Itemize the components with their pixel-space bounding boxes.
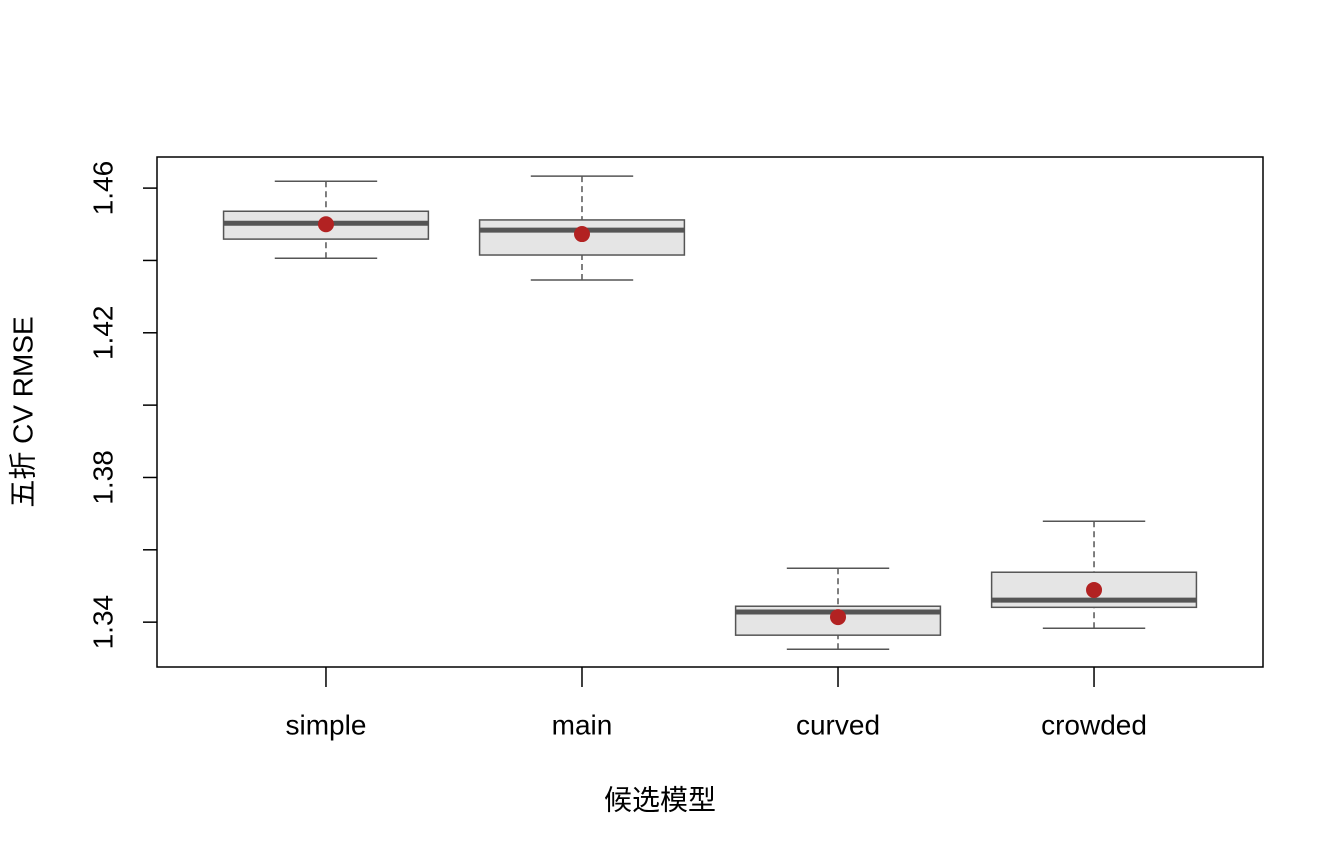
y-axis-title: 五折 CV RMSE	[7, 316, 38, 507]
plot-frame	[156, 156, 1264, 668]
x-tick-label: curved	[796, 709, 880, 740]
x-tick-label: crowded	[1041, 709, 1147, 740]
y-tick-label: 1.34	[87, 595, 118, 650]
mean-point	[1086, 581, 1103, 598]
y-tick-label: 1.42	[87, 306, 118, 361]
mean-point	[830, 609, 847, 626]
y-tick-label: 1.38	[87, 450, 118, 505]
mean-point	[573, 226, 590, 243]
x-tick-label: main	[552, 709, 613, 740]
y-tick-label: 1.46	[87, 161, 118, 216]
x-tick-label: simple	[286, 709, 367, 740]
mean-point	[317, 216, 334, 233]
x-axis-title: 候选模型	[604, 784, 716, 815]
